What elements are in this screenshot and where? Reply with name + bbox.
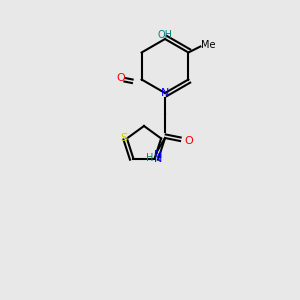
Text: N: N [161,88,169,98]
Text: N: N [153,154,162,164]
Text: S: S [120,134,128,143]
Text: H: H [146,152,154,163]
Text: O: O [116,73,125,83]
Text: N: N [154,149,163,160]
Text: O: O [184,136,194,146]
Text: Me: Me [201,40,215,50]
Text: OH: OH [158,29,172,40]
